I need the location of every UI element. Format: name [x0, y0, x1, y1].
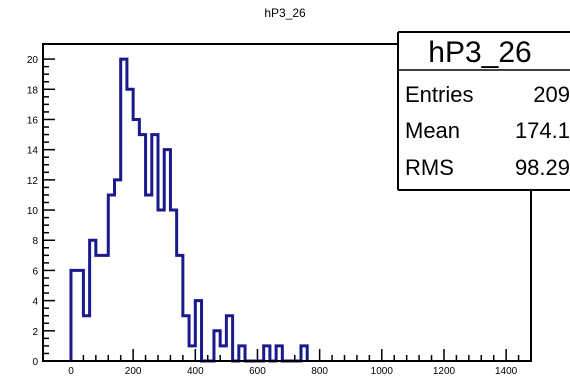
histogram-outline — [69, 57, 309, 363]
histogram-bin — [133, 119, 139, 361]
histogram-bin — [83, 316, 89, 361]
stats-mean-label: Mean — [405, 118, 460, 143]
x-tick-label: 1000 — [371, 366, 394, 377]
x-tick-label: 400 — [187, 366, 204, 377]
histogram-bin — [127, 89, 133, 361]
plot-frame — [42, 43, 532, 362]
y-tick-label: 20 — [27, 55, 39, 66]
histogram-bin — [146, 195, 152, 361]
chart-title: hP3_26 — [264, 6, 306, 20]
stats-box-background — [398, 32, 570, 190]
histogram-bin — [220, 346, 226, 361]
histogram-bin — [96, 255, 102, 361]
y-tick-label: 2 — [32, 327, 38, 338]
x-tick-label: 1400 — [495, 366, 518, 377]
y-tick-label: 18 — [27, 85, 39, 96]
stats-rms-label: RMS — [405, 155, 454, 180]
histogram-bin — [114, 180, 120, 361]
x-tick-label: 800 — [311, 366, 328, 377]
stats-mean-value: 174.1 — [515, 118, 570, 143]
y-tick-label: 16 — [27, 115, 39, 126]
y-tick-label: 6 — [32, 266, 38, 277]
y-tick-label: 8 — [32, 236, 38, 247]
x-tick-label: 200 — [125, 366, 142, 377]
histogram-bin — [158, 210, 164, 361]
x-tick-label: 0 — [68, 366, 74, 377]
x-tick-label: 600 — [249, 366, 266, 377]
stats-box-name: hP3_26 — [428, 36, 531, 69]
histogram-bin — [102, 255, 108, 361]
stats-box: hP3_26 Entries 209 Mean 174.1 RMS 98.29 — [397, 31, 570, 191]
y-tick-label: 4 — [32, 297, 38, 308]
stats-entries-value: 209 — [533, 82, 570, 107]
y-tick-label: 10 — [27, 206, 39, 217]
histogram-bin — [189, 346, 195, 361]
y-tick-label: 14 — [27, 146, 39, 157]
x-tick-label: 1200 — [433, 366, 456, 377]
y-tick-label: 0 — [32, 357, 38, 368]
stats-entries-label: Entries — [405, 82, 473, 107]
y-tick-label: 12 — [27, 176, 39, 187]
stats-rms-value: 98.29 — [515, 155, 570, 180]
